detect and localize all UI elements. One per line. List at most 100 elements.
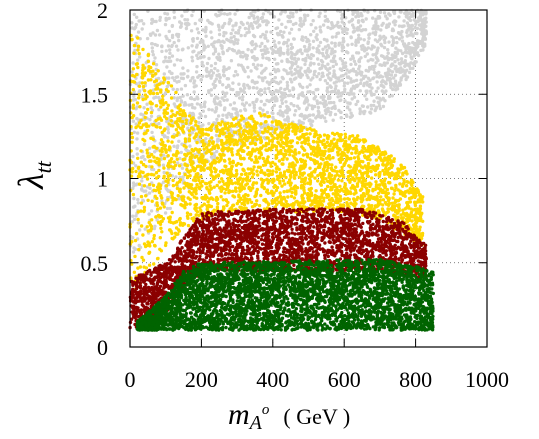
data-point: [361, 19, 365, 24]
data-point: [256, 25, 260, 29]
data-point: [156, 256, 160, 261]
data-point: [309, 122, 313, 126]
data-point: [384, 14, 388, 18]
data-point: [207, 142, 211, 147]
data-point: [405, 217, 409, 221]
data-point: [325, 39, 329, 43]
data-point: [244, 138, 249, 143]
data-point: [356, 99, 360, 104]
data-point: [293, 109, 298, 113]
data-point: [162, 60, 166, 64]
data-point: [263, 36, 267, 40]
data-point: [183, 172, 187, 177]
data-point: [369, 169, 373, 174]
data-point: [374, 20, 378, 24]
data-point: [202, 44, 207, 48]
data-point: [331, 118, 335, 122]
data-point: [242, 103, 246, 108]
data-point: [354, 202, 358, 206]
data-point: [296, 57, 301, 61]
data-point: [374, 204, 378, 209]
data-point: [283, 118, 287, 122]
data-point: [290, 63, 294, 67]
data-point: [326, 184, 330, 189]
data-point: [150, 130, 154, 135]
data-point: [280, 101, 285, 106]
data-point: [360, 104, 365, 108]
data-point: [299, 127, 303, 131]
data-point: [296, 125, 300, 130]
data-point: [272, 191, 276, 195]
data-point: [309, 53, 314, 57]
data-point: [345, 75, 350, 79]
data-point: [309, 33, 313, 37]
data-point: [392, 214, 396, 218]
data-point: [326, 62, 330, 66]
data-point: [324, 119, 328, 124]
data-point: [411, 14, 415, 18]
data-point: [130, 115, 134, 120]
data-point: [371, 16, 375, 20]
data-point: [202, 104, 207, 109]
data-point: [223, 122, 227, 126]
data-point: [259, 99, 263, 104]
data-point: [404, 54, 408, 58]
data-point: [166, 125, 170, 129]
data-point: [170, 191, 174, 195]
data-point: [146, 229, 150, 233]
data-point: [197, 31, 201, 35]
data-point: [375, 80, 379, 84]
data-point: [193, 167, 198, 171]
data-point: [251, 138, 255, 142]
data-point: [381, 21, 385, 26]
data-point: [267, 173, 271, 178]
data-point: [176, 48, 180, 52]
data-point: [315, 74, 319, 79]
data-point: [329, 59, 333, 63]
data-point: [166, 44, 171, 48]
data-point: [333, 106, 337, 111]
data-point: [263, 90, 267, 95]
data-point: [376, 199, 380, 203]
data-point: [152, 173, 156, 177]
data-point: [175, 111, 179, 115]
data-point: [315, 50, 319, 54]
data-point: [365, 182, 370, 186]
data-point: [145, 36, 150, 41]
data-point: [213, 110, 217, 114]
data-point: [182, 72, 186, 76]
data-point: [201, 179, 205, 184]
data-point: [305, 85, 309, 89]
data-point: [393, 204, 397, 208]
data-point: [220, 44, 224, 49]
data-point: [183, 163, 187, 167]
data-point: [350, 42, 354, 46]
data-point: [216, 23, 221, 27]
data-point: [284, 149, 288, 153]
data-point: [170, 71, 174, 76]
data-point: [201, 166, 205, 170]
data-point: [300, 141, 304, 145]
data-point: [413, 195, 417, 200]
data-point: [315, 114, 319, 119]
data-point: [286, 108, 290, 113]
data-point: [388, 78, 392, 82]
data-point: [285, 130, 289, 134]
data-point: [174, 90, 178, 95]
data-point: [336, 178, 341, 182]
data-point: [298, 169, 302, 173]
data-point: [186, 223, 191, 228]
data-point: [213, 170, 218, 174]
data-point: [285, 71, 290, 76]
data-point: [151, 145, 155, 149]
data-point: [341, 36, 345, 41]
data-point: [322, 95, 326, 99]
data-point: [257, 203, 262, 208]
data-point: [239, 162, 243, 167]
data-point: [261, 32, 265, 37]
data-point: [136, 166, 141, 170]
data-point: [415, 207, 420, 211]
data-point: [238, 176, 242, 180]
data-point: [175, 87, 179, 92]
data-point: [299, 66, 303, 70]
